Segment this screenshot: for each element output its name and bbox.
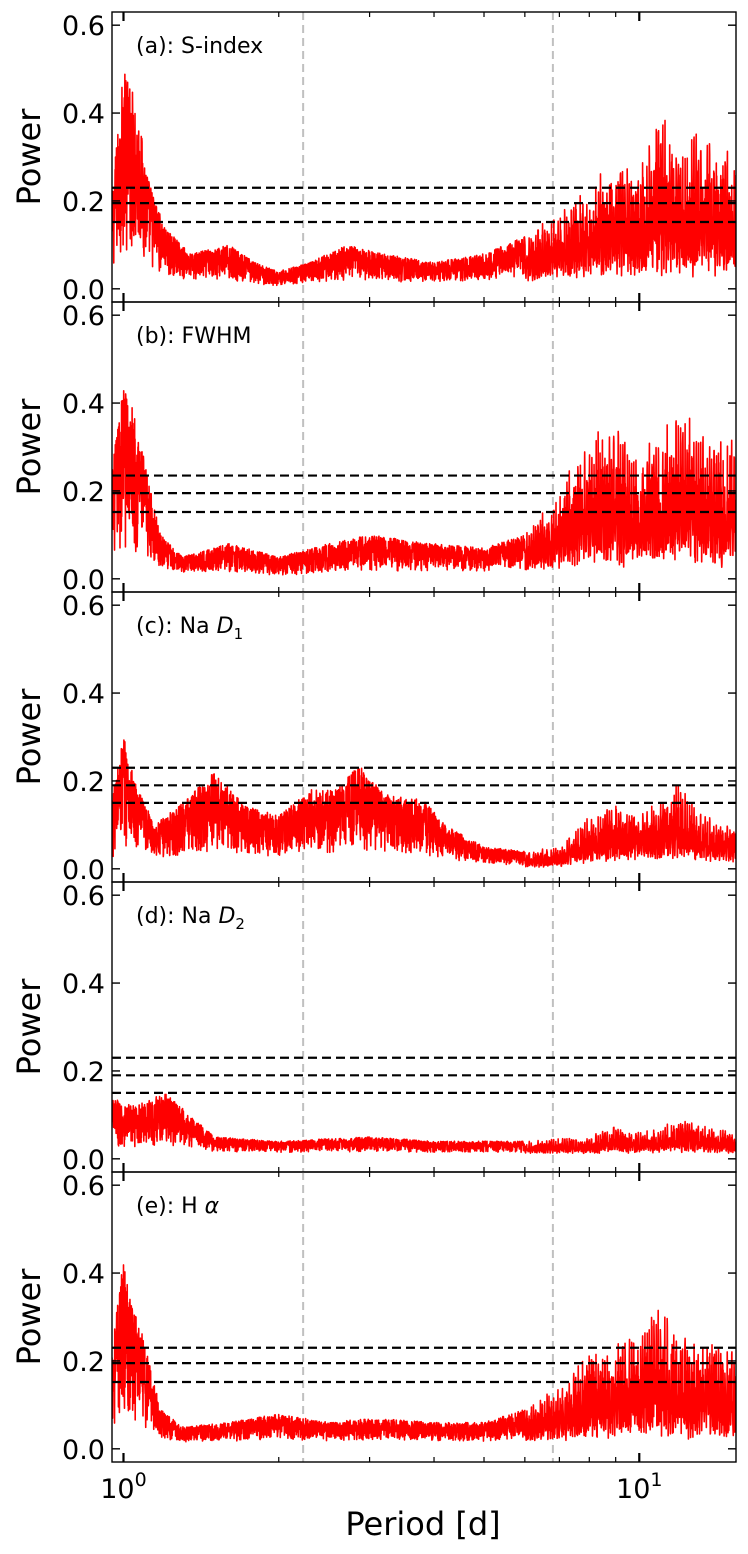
power-series-line <box>112 73 736 287</box>
power-series-line <box>112 389 736 576</box>
panel-label-symbol: D <box>218 904 235 929</box>
y-tick-label: 0.4 <box>62 969 105 1000</box>
x-tick-label: 100 <box>100 1469 146 1505</box>
panel-label: (d): Na D2 <box>136 904 245 933</box>
panel-plot-area <box>112 882 736 1172</box>
panel-plot-area <box>112 302 736 592</box>
panel-label-symbol: D <box>217 614 234 639</box>
power-series-line <box>112 1093 736 1155</box>
x-tick-label-base: 10 <box>616 1474 650 1505</box>
x-tick-label-base: 10 <box>100 1474 134 1505</box>
panel-label-text: (c): Na <box>136 614 217 639</box>
y-tick-label: 0.2 <box>62 1057 105 1088</box>
panel-plot-area <box>112 1172 736 1462</box>
panel-label-subscript: 1 <box>234 625 244 643</box>
panel-label-symbol: α <box>205 1194 220 1219</box>
y-axis-label: Power <box>10 1268 48 1366</box>
panel-label-text: (d): Na <box>136 904 218 929</box>
y-tick-label: 0.6 <box>62 881 105 912</box>
y-tick-label: 0.6 <box>62 301 105 332</box>
panel-label: (a): S-index <box>136 34 263 59</box>
panel-plot-area <box>112 12 736 302</box>
y-tick-label: 0.2 <box>62 477 105 508</box>
panel-label-text: (e): H <box>136 1194 205 1219</box>
panel-frame <box>111 1171 737 1463</box>
x-tick-label-exponent: 0 <box>135 1469 147 1491</box>
y-tick-label: 0.6 <box>62 11 105 42</box>
y-tick-label: 0.4 <box>62 1259 105 1290</box>
y-tick-label: 0.2 <box>62 187 105 218</box>
y-tick-label: 0.2 <box>62 767 105 798</box>
y-tick-label: 0.6 <box>62 591 105 622</box>
y-axis-label: Power <box>10 688 48 786</box>
panel-e: 0.0 0.2 0.4 0.6 Power (e): H α <box>10 1171 737 1466</box>
y-tick-label: 0.4 <box>62 99 105 130</box>
y-tick-label: 0.4 <box>62 389 105 420</box>
panel-label: (e): H α <box>136 1194 220 1219</box>
panel-b: 0.0 0.2 0.4 0.6 Power (b): FWHM <box>10 301 737 596</box>
y-axis-label: Power <box>10 108 48 206</box>
panel-a: 0.0 0.2 0.4 0.6 Power (a): S-index <box>10 11 737 306</box>
panel-label-text: (a): S-index <box>136 34 263 59</box>
panel-label-subscript: 2 <box>235 915 245 933</box>
y-tick-label: 0.0 <box>62 565 105 596</box>
panel-plot-area <box>112 592 736 882</box>
y-axis-label: Power <box>10 398 48 496</box>
y-tick-label: 0.2 <box>62 1347 105 1378</box>
power-series-line <box>112 739 736 868</box>
y-tick-label: 0.6 <box>62 1171 105 1202</box>
y-axis-label: Power <box>10 978 48 1076</box>
panel-label: (b): FWHM <box>136 324 251 349</box>
panel-c: 0.0 0.2 0.4 0.6 Power (c): Na D1 <box>10 591 737 886</box>
x-tick-label-exponent: 1 <box>650 1469 662 1491</box>
x-axis-label: Period [d] <box>345 1505 500 1543</box>
y-tick-label: 0.0 <box>62 1435 105 1466</box>
y-tick-label: 0.0 <box>62 275 105 306</box>
panel-label: (c): Na D1 <box>136 614 243 643</box>
x-tick-label: 101 <box>616 1469 662 1505</box>
y-tick-label: 0.0 <box>62 855 105 886</box>
y-tick-label: 0.4 <box>62 679 105 710</box>
y-tick-label: 0.0 <box>62 1145 105 1176</box>
panel-d: 0.0 0.2 0.4 0.6 Power (d): Na D2 <box>10 881 737 1176</box>
panel-label-text: (b): FWHM <box>136 324 251 349</box>
